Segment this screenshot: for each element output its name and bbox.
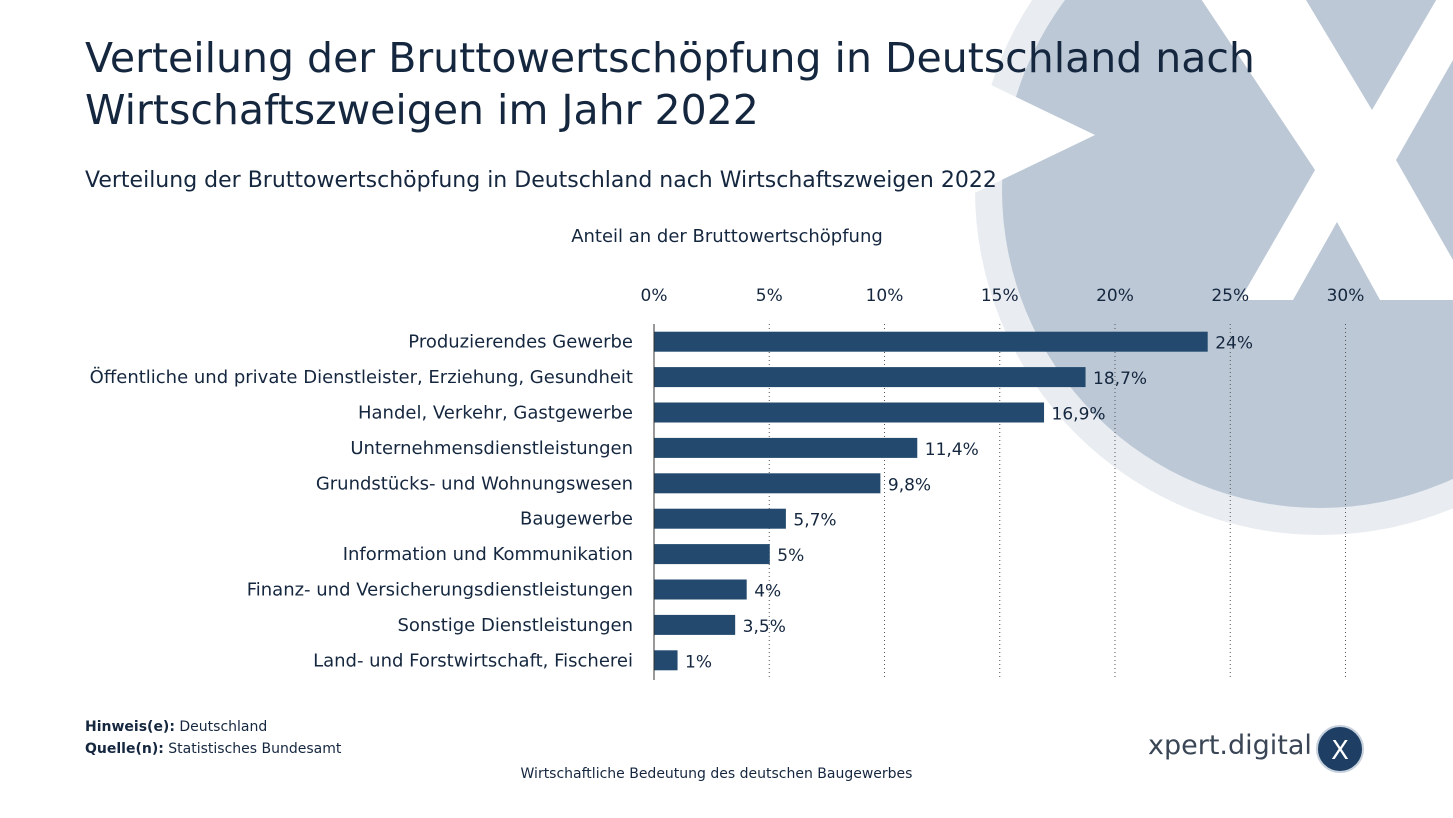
category-label: Öffentliche und private Dienstleister, E…	[90, 366, 633, 388]
x-tick-label: 30%	[1327, 286, 1365, 306]
bar	[654, 473, 881, 494]
category-label: Land- und Forstwirtschaft, Fischerei	[313, 650, 633, 671]
category-label: Baugewerbe	[520, 509, 633, 530]
bar	[654, 614, 736, 635]
bar	[654, 402, 1045, 423]
x-axis-title: Anteil an der Bruttowertschöpfung	[571, 226, 883, 247]
category-label: Handel, Verkehr, Gastgewerbe	[358, 403, 633, 424]
bar-chart: Anteil an der Bruttowertschöpfung 0% 5% 10%…	[90, 226, 1365, 680]
x-tick-label: 0%	[641, 286, 668, 306]
data-label: 5,7%	[793, 511, 836, 531]
category-label: Sonstige Dienstleistungen	[397, 615, 633, 636]
data-label: 24%	[1215, 334, 1253, 354]
hint-label: Hinweis(e):	[85, 719, 175, 735]
bar	[654, 508, 786, 529]
category-label: Information und Kommunikation	[343, 544, 633, 565]
x-tick-label: 10%	[866, 286, 904, 306]
data-label: 1%	[685, 652, 712, 672]
hint-note: Hinweis(e): Deutschland	[85, 719, 267, 735]
bar	[654, 544, 770, 565]
x-tick-label: 20%	[1096, 286, 1134, 306]
chart-subtitle: Verteilung der Bruttowertschöpfung in De…	[85, 168, 997, 193]
source-value: Statistisches Bundesamt	[168, 741, 342, 757]
data-label: 18,7%	[1093, 369, 1147, 389]
brand-x-icon: X	[1316, 725, 1364, 773]
bar	[654, 437, 918, 458]
data-label: 9,8%	[888, 475, 931, 495]
category-label: Produzierendes Gewerbe	[408, 332, 633, 353]
x-tick-label: 5%	[756, 286, 783, 306]
data-label: 11,4%	[925, 440, 979, 460]
hint-value: Deutschland	[179, 719, 268, 735]
bar	[654, 367, 1086, 388]
source-label: Quelle(n):	[85, 741, 164, 757]
bar	[654, 331, 1208, 352]
data-label: 3,5%	[743, 617, 786, 637]
bar	[654, 650, 678, 671]
category-label: Finanz- und Versicherungsdienstleistunge…	[247, 580, 633, 601]
bar	[654, 579, 747, 600]
category-label: Unternehmensdienstleistungen	[350, 438, 633, 459]
data-label: 16,9%	[1052, 405, 1106, 425]
category-label: Grundstücks- und Wohnungswesen	[316, 473, 633, 494]
footer-caption: Wirtschaftliche Bedeutung des deutschen …	[520, 766, 913, 782]
page-title: Verteilung der Bruttowertschöpfung in De…	[85, 34, 1255, 134]
data-label: 4%	[754, 582, 781, 602]
brand-name: xpert.digital	[1148, 730, 1312, 761]
x-tick-label: 15%	[981, 286, 1019, 306]
data-label: 5%	[777, 546, 804, 566]
x-tick-label: 25%	[1211, 286, 1249, 306]
source-note: Quelle(n): Statistisches Bundesamt	[85, 741, 341, 757]
